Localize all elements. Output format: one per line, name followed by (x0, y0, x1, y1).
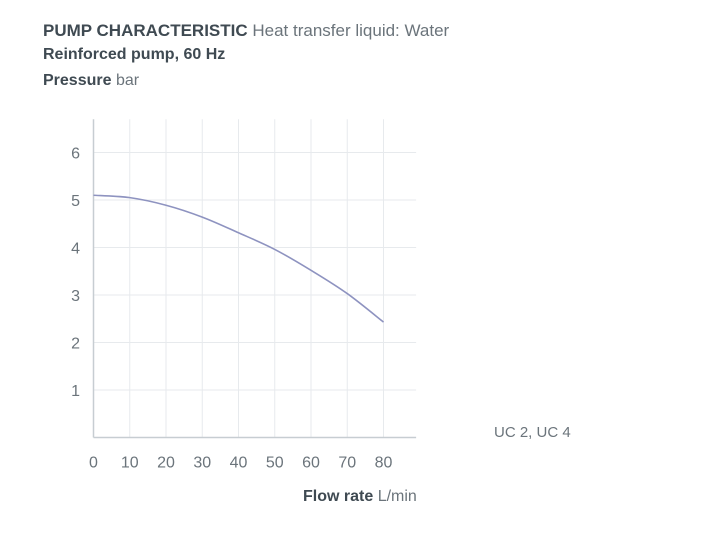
y-tick-label: 4 (71, 241, 80, 258)
x-tick-label: 10 (121, 455, 139, 472)
x-label-unit: L/min (377, 488, 417, 505)
x-axis-label: Flow rate L/min (303, 488, 417, 506)
y-tick-label: 2 (71, 336, 80, 353)
x-tick-label: 30 (193, 455, 211, 472)
y-tick-label: 3 (71, 288, 80, 305)
x-label-bold: Flow rate (303, 488, 374, 505)
x-tick-label: 60 (302, 455, 320, 472)
x-tick-label: 0 (89, 455, 98, 472)
pump-curve-line (93, 194, 384, 323)
x-tick-label: 50 (266, 455, 284, 472)
y-tick-label: 5 (71, 193, 80, 210)
series-label: UC 2, UC 4 (494, 424, 571, 441)
title-bold: PUMP CHARACTERISTIC (43, 21, 248, 40)
y-tick-label: 1 (71, 383, 80, 400)
x-tick-label: 80 (375, 455, 393, 472)
title-liquid: Heat transfer liquid: Water (252, 21, 450, 40)
x-tick-label: 70 (338, 455, 356, 472)
chart-subtitle: Reinforced pump, 60 Hz (43, 46, 226, 63)
x-tick-label: 20 (157, 455, 175, 472)
y-axis-label: Pressure bar (43, 72, 139, 90)
y-label-bold: Pressure (43, 72, 112, 89)
y-label-unit: bar (115, 72, 140, 89)
y-tick-label: 6 (71, 146, 80, 163)
x-tick-label: 40 (230, 455, 248, 472)
chart-title: PUMP CHARACTERISTIC Heat transfer liquid… (43, 21, 449, 41)
